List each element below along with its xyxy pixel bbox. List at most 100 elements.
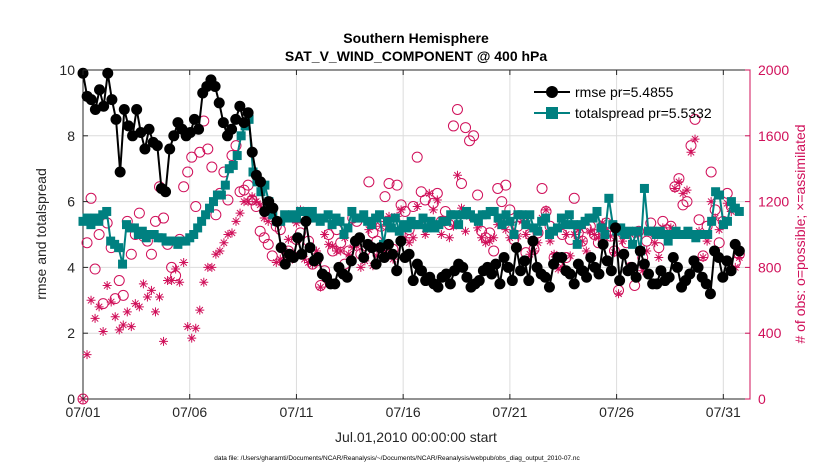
obs-assimilated-point [231, 216, 241, 226]
rmse-point [626, 261, 638, 273]
rmse-point [581, 271, 593, 283]
obs-possible-point [81, 237, 93, 249]
spread-point [639, 183, 649, 193]
obs-possible-point [447, 120, 459, 132]
obs-assimilated-point [404, 238, 414, 248]
spread-point [307, 206, 317, 216]
rmse-point [490, 258, 502, 270]
obs-possible-point [206, 161, 218, 173]
rmse-point [242, 107, 254, 119]
spread-point [734, 206, 744, 216]
spread-point [541, 213, 551, 223]
x-tick-label: 07/31 [706, 404, 741, 420]
x-tick-label: 07/01 [65, 404, 100, 420]
spread-point [442, 216, 452, 226]
obs-assimilated-point [444, 233, 454, 243]
rmse-point [374, 242, 386, 254]
obs-possible-point [149, 215, 161, 227]
obs-possible-point [460, 122, 472, 134]
obs-possible-point [536, 182, 548, 194]
rmse-point [494, 278, 506, 290]
rmse-point [234, 100, 246, 112]
obs-assimilated-point [485, 236, 495, 246]
obs-assimilated-point [545, 236, 555, 246]
rmse-point [601, 255, 613, 267]
spread-point [454, 220, 464, 230]
rmse-point [543, 281, 555, 293]
rmse-point [692, 261, 704, 273]
rmse-point [188, 113, 200, 125]
obs-assimilated-point [614, 289, 624, 299]
spread-point [414, 220, 424, 230]
rmse-point [634, 245, 646, 257]
spread-point [359, 210, 369, 220]
spread-point [197, 216, 207, 226]
obs-assimilated-point [167, 276, 177, 286]
obs-assimilated-point [348, 243, 358, 253]
obs-assimilated-point [674, 177, 684, 187]
spread-point [521, 220, 531, 230]
spread-point [375, 210, 385, 220]
rmse-point [304, 242, 316, 254]
obs-assimilated-point [227, 228, 237, 238]
obs-assimilated-point [211, 249, 221, 259]
spread-point [552, 223, 562, 233]
rmse-point [358, 252, 370, 264]
obs-assimilated-point [420, 230, 430, 239]
spread-point [228, 160, 238, 170]
spread-point [323, 210, 333, 220]
y-left-tick-label: 0 [67, 391, 75, 407]
rmse-point [700, 278, 712, 290]
obs-assimilated-point [126, 322, 136, 332]
obs-assimilated-point [650, 238, 660, 248]
obs-possible-point [133, 207, 145, 219]
rmse-point [407, 275, 419, 287]
rmse-point [300, 215, 312, 227]
spread-point [193, 223, 203, 233]
obs-possible-point [210, 209, 222, 221]
spread-point [220, 180, 230, 190]
obs-assimilated-point [356, 262, 366, 272]
obs-assimilated-point [291, 218, 301, 228]
obs-assimilated-point [577, 236, 587, 246]
rmse-point [502, 261, 514, 273]
obs-assimilated-point [682, 185, 692, 195]
obs-assimilated-point [618, 236, 628, 246]
spread-point [418, 213, 428, 223]
x-tick-label: 07/26 [599, 404, 634, 420]
obs-assimilated-point [98, 327, 108, 337]
obs-assimilated-point [698, 253, 708, 263]
obs-assimilated-point [501, 225, 511, 235]
spread-point [715, 190, 725, 200]
obs-possible-point [230, 140, 242, 152]
rmse-point [382, 238, 394, 250]
obs-possible-point [451, 103, 463, 115]
legend-rmse-marker [546, 86, 558, 98]
rmse-point [226, 123, 238, 135]
spread-point [572, 239, 582, 249]
legend-spread-marker [546, 107, 558, 119]
obs-possible-point [222, 194, 234, 206]
rmse-point [329, 278, 341, 290]
obs-possible-point [89, 263, 101, 275]
spread-point [189, 230, 199, 239]
rmse-point [271, 215, 283, 227]
obs-assimilated-point [312, 246, 322, 256]
spread-point [497, 220, 507, 230]
obs-possible-point [93, 229, 105, 240]
obs-assimilated-point [670, 183, 680, 193]
obs-possible-point [145, 248, 157, 260]
spread-point [394, 226, 404, 236]
spread-point [402, 223, 412, 233]
rmse-point [473, 275, 485, 287]
obs-assimilated-point [489, 233, 499, 243]
chart-title: Southern Hemisphere [343, 30, 489, 46]
spread-point [94, 216, 104, 226]
rmse-point [168, 130, 180, 142]
obs-assimilated-point [573, 225, 583, 235]
obs-assimilated-point [597, 218, 607, 228]
rmse-point [506, 275, 518, 287]
spread-point [292, 213, 302, 223]
rmse-point [354, 232, 366, 244]
rmse-point [259, 205, 271, 217]
